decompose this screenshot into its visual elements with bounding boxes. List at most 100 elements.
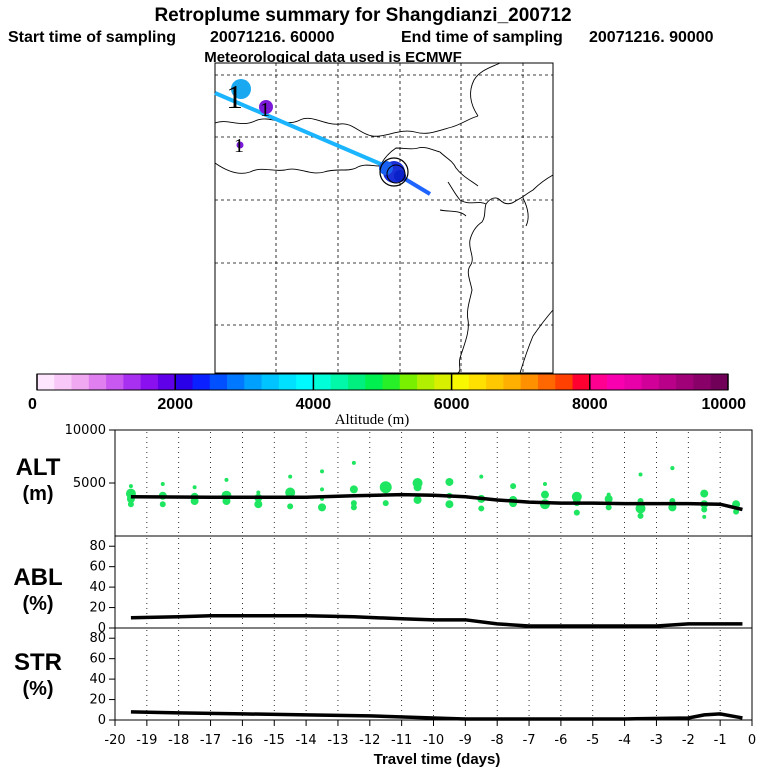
colorbar-cell	[227, 374, 245, 390]
altitude-cluster-dot	[445, 477, 454, 486]
y-tick-label: 40	[89, 580, 106, 595]
colorbar-cell	[278, 374, 297, 390]
start-time-label: Start time of sampling	[8, 29, 176, 46]
altitude-cluster-dot	[606, 492, 611, 497]
altitude-cluster-dot	[542, 482, 547, 487]
y-tick-label: 0	[98, 713, 106, 728]
altitude-cluster-dot	[254, 500, 263, 509]
x-tick-label: 0	[748, 733, 756, 748]
colorbar-cell	[175, 374, 193, 390]
str-panel-frame	[114, 627, 753, 721]
colorbar-tick-label: 0	[28, 396, 37, 413]
abl-panel-unit: (%)	[22, 593, 53, 615]
altitude-cluster-dot	[638, 472, 643, 477]
x-tick-label: -4	[618, 733, 631, 748]
chart-title: Retroplume summary for Shangdianzi_20071…	[154, 5, 571, 26]
str-panel-unit: (%)	[22, 678, 53, 700]
y-tick-label: 80	[89, 631, 106, 646]
colorbar-cell	[123, 374, 142, 390]
str-line	[130, 710, 743, 721]
colorbar-cell	[607, 374, 625, 390]
altitude-cluster-dot	[190, 497, 199, 506]
y-tick-label: 60	[89, 652, 106, 667]
x-tick-label: -13	[327, 733, 348, 748]
colorbar-cell	[555, 374, 573, 390]
colorbar-cell	[641, 374, 660, 390]
altitude-cluster-dot	[320, 469, 325, 474]
colorbar-cell	[486, 374, 504, 390]
colorbar-cell	[365, 374, 383, 390]
colorbar-cell	[624, 374, 643, 390]
altitude-cluster-dot	[351, 460, 356, 465]
altitude-cluster-dot	[702, 514, 707, 519]
altitude-cluster-dot	[350, 504, 357, 511]
colorbar-cell	[313, 374, 332, 390]
x-tick-label: -19	[136, 733, 157, 748]
altitude-cluster-dot	[318, 503, 327, 512]
colorbar-cell	[693, 374, 712, 390]
cluster-marker-3: 1	[234, 135, 244, 157]
altitude-cluster-dot	[256, 490, 261, 495]
y-tick-label: 0	[98, 621, 106, 636]
altitude-cluster-dot	[382, 500, 389, 507]
colorbar-cell	[347, 374, 366, 390]
altitude-cluster-dot	[350, 500, 357, 507]
x-tick-label: -12	[359, 733, 380, 748]
colorbar-tick-label: 6000	[434, 396, 470, 413]
colorbar-cell	[417, 374, 435, 390]
altitude-cluster-dot	[510, 483, 517, 490]
altitude-cluster-dot	[604, 494, 613, 503]
y-tick-label: 60	[89, 560, 106, 575]
str-panel-label: STR	[14, 649, 62, 676]
plume-track-upwind	[214, 91, 391, 170]
start-time-value: 20071216. 60000	[210, 29, 335, 46]
colorbar-tick-label: 4000	[296, 396, 332, 413]
colorbar-cell	[244, 374, 262, 390]
colorbar-cell	[572, 374, 591, 390]
y-tick-label: 20	[89, 693, 106, 708]
map-panel: 1 1 1	[214, 62, 554, 374]
map-gridlines	[215, 63, 553, 373]
colorbar-ticks: 0 2000 4000 6000 8000 10000	[28, 374, 746, 413]
y-tick-label: 5000	[73, 476, 106, 491]
colorbar-cell	[54, 374, 72, 390]
colorbar-cell	[261, 374, 280, 390]
altitude-cluster-dot	[445, 500, 454, 509]
x-tick-label: -20	[104, 733, 125, 748]
x-tick-label: -16	[232, 733, 253, 748]
colorbar-axis-label: Altitude (m)	[335, 412, 410, 428]
altitude-cluster-dot	[605, 504, 612, 511]
altitude-cluster-dot	[670, 466, 675, 471]
colorbar-cell	[658, 374, 677, 390]
altitude-cluster-dot	[128, 484, 133, 489]
x-tick-label: -8	[491, 733, 504, 748]
cluster-circle-1	[231, 79, 251, 99]
colorbar-cell	[676, 374, 694, 390]
x-tick-label: -5	[586, 733, 599, 748]
colorbar-cell	[330, 374, 349, 390]
y-tick-label: 20	[89, 601, 106, 616]
colorbar-cell	[140, 374, 159, 390]
x-tick-label: -7	[523, 733, 536, 748]
altitude-colorbar: 0 2000 4000 6000 8000 10000 Altitude (m)	[28, 373, 746, 428]
colorbar-cell	[434, 374, 452, 390]
colorbar-tick-label: 2000	[157, 396, 193, 413]
cluster-marker-2: 1	[260, 99, 270, 121]
colorbar-cell	[382, 374, 401, 390]
altitude-cluster-dot	[349, 485, 358, 494]
colorbar-cell	[192, 374, 211, 390]
colorbar-cell	[106, 374, 124, 390]
altitude-cluster-dot	[573, 509, 580, 516]
alt-panel-marks: 5000 10000	[65, 423, 743, 536]
x-tick-label: -18	[168, 733, 189, 748]
altitude-cluster-dot	[320, 487, 325, 492]
colorbar-cell	[589, 374, 608, 390]
altitude-cluster-dot	[224, 477, 229, 482]
y-tick-label: 10000	[65, 423, 106, 438]
colorbar-cell	[468, 374, 487, 390]
altitude-cluster-dot	[413, 483, 422, 492]
x-tick-label: -15	[264, 733, 285, 748]
alt-panel-unit: (m)	[22, 483, 53, 505]
colorbar-cell	[209, 374, 228, 390]
